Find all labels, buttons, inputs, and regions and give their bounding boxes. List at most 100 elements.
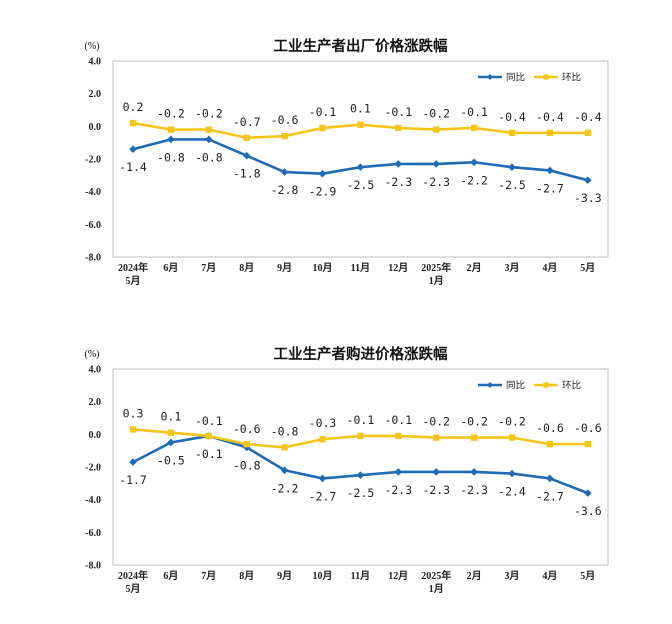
data-label-mom: -0.6 xyxy=(574,421,602,435)
y-tick-label: 4.0 xyxy=(89,365,102,376)
data-label-mom: 0.1 xyxy=(161,410,182,424)
data-label-yoy: -2.7 xyxy=(536,489,564,503)
data-point xyxy=(433,434,440,441)
data-label-mom: -0.4 xyxy=(536,110,564,124)
data-point xyxy=(281,444,288,451)
plot-area xyxy=(112,368,609,566)
data-point xyxy=(356,163,365,171)
x-tick-label: 5月 xyxy=(126,583,141,595)
legend-item: 同比 xyxy=(478,72,525,84)
data-point xyxy=(281,132,288,140)
data-point xyxy=(129,119,137,127)
data-label-mom: -0.1 xyxy=(347,413,375,427)
data-point xyxy=(205,432,212,440)
data-label-mom: -0.2 xyxy=(498,415,526,429)
x-tick-label: 5月 xyxy=(580,570,595,582)
x-tick-label: 7月 xyxy=(201,262,216,274)
data-label-mom: -0.2 xyxy=(422,107,450,121)
data-label-mom: -0.2 xyxy=(157,107,185,121)
y-tick-label: -2.0 xyxy=(85,463,101,474)
data-point xyxy=(129,145,137,153)
data-point xyxy=(508,469,516,478)
data-point xyxy=(433,126,440,133)
x-tick-label: 10月 xyxy=(313,262,333,274)
data-point xyxy=(470,434,478,441)
data-point xyxy=(280,466,289,475)
data-label-mom: -0.1 xyxy=(195,414,223,428)
data-point xyxy=(546,440,554,448)
chart-title: 工业生产者出厂价格涨跌幅 xyxy=(274,37,448,55)
x-tick-label: 8月 xyxy=(239,570,254,582)
data-point xyxy=(167,429,175,436)
data-point xyxy=(470,468,478,476)
data-label-yoy: -2.3 xyxy=(460,483,488,497)
data-point xyxy=(129,426,137,433)
x-tick-label: 6月 xyxy=(163,570,178,582)
series-mom xyxy=(129,426,591,451)
data-label-mom: -0.8 xyxy=(271,424,299,438)
data-label-yoy: -2.5 xyxy=(347,178,375,192)
x-tick-label: 3月 xyxy=(505,262,520,274)
data-label-mom: -0.4 xyxy=(574,110,602,124)
data-point xyxy=(394,160,403,168)
data-point xyxy=(432,160,440,168)
data-label-yoy: -3.6 xyxy=(574,504,602,518)
y-unit-label: (%) xyxy=(85,41,100,52)
x-tick-label: 1月 xyxy=(429,583,444,595)
data-point xyxy=(356,471,365,479)
data-point xyxy=(319,436,326,443)
data-label-yoy: -2.3 xyxy=(384,483,412,497)
data-label-yoy: -0.8 xyxy=(157,150,185,164)
data-label-yoy: -2.3 xyxy=(422,175,450,189)
x-tick-label: 2月 xyxy=(467,570,482,582)
y-tick-label: -4.0 xyxy=(85,187,101,198)
data-label-yoy: -2.9 xyxy=(309,185,337,199)
data-label-mom: -0.1 xyxy=(460,105,488,119)
data-label-mom: -0.6 xyxy=(271,113,299,127)
x-tick-label: 5月 xyxy=(126,275,141,287)
data-point xyxy=(357,121,364,128)
legend-marker xyxy=(543,382,549,388)
data-point xyxy=(584,440,591,448)
legend-label: 环比 xyxy=(562,72,581,84)
legend-label: 同比 xyxy=(506,72,525,84)
x-tick-label: 5月 xyxy=(580,262,595,274)
data-point xyxy=(319,124,326,132)
data-label-yoy: -0.5 xyxy=(157,454,185,468)
data-point xyxy=(508,434,516,441)
y-tick-label: 0.0 xyxy=(89,430,102,441)
x-tick-label: 2024年 xyxy=(118,261,148,274)
data-point xyxy=(584,129,591,137)
legend-label: 同比 xyxy=(506,380,525,392)
data-point xyxy=(242,443,251,452)
data-label-mom: -0.6 xyxy=(536,421,564,435)
x-tick-label: 2月 xyxy=(467,262,482,274)
x-tick-label: 2025年 xyxy=(421,261,451,274)
series-mom xyxy=(129,119,591,141)
data-label-mom: -0.1 xyxy=(384,105,412,119)
data-label-yoy: -2.7 xyxy=(309,489,337,503)
data-point xyxy=(242,151,251,160)
data-label-yoy: -2.8 xyxy=(271,183,299,197)
legend: 同比 环比 xyxy=(478,72,581,84)
data-point xyxy=(470,158,478,167)
data-label-mom: -0.2 xyxy=(195,107,223,121)
data-label-yoy: -2.2 xyxy=(460,173,488,187)
data-point xyxy=(584,176,592,185)
data-point xyxy=(546,129,554,137)
data-label-mom: -0.1 xyxy=(309,105,337,119)
data-label-yoy: -0.1 xyxy=(195,447,223,461)
x-tick-label: 2024年 xyxy=(118,569,148,582)
data-label-mom: 0.2 xyxy=(123,100,144,114)
data-label-yoy: -3.3 xyxy=(574,191,602,205)
y-unit-label: (%) xyxy=(85,349,100,360)
y-tick-label: 0.0 xyxy=(89,122,102,133)
y-tick-label: -2.0 xyxy=(85,155,101,166)
data-point xyxy=(394,468,403,476)
y-tick-label: -6.0 xyxy=(85,528,101,539)
y-tick-label: 4.0 xyxy=(89,57,102,68)
data-point xyxy=(470,124,478,132)
legend-label: 环比 xyxy=(562,380,581,392)
data-label-yoy: -2.2 xyxy=(271,481,299,495)
